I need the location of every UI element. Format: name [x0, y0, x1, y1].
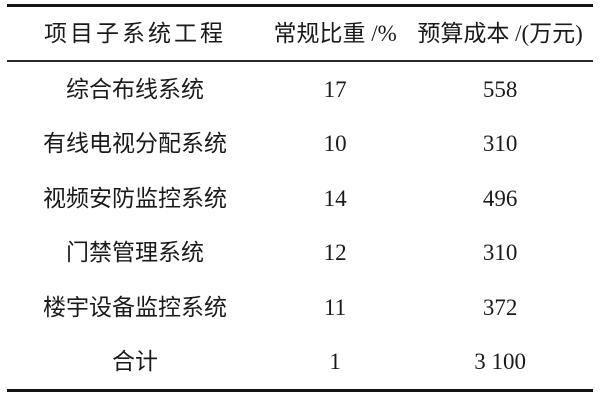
table-row-total: 合计 1 3 100 [0, 335, 600, 390]
table-row: 综合布线系统 17 558 [0, 62, 600, 117]
subsystem-name: 有线电视分配系统 [43, 131, 227, 157]
subsystem-name: 门禁管理系统 [66, 240, 204, 266]
column-header-cost: 预算成本 /(万元) [417, 20, 583, 46]
table-row: 门禁管理系统 12 310 [0, 226, 600, 281]
weight-value: 14 [323, 185, 347, 211]
table-bottom-rule [7, 389, 593, 392]
subsystem-name: 视频安防监控系统 [43, 185, 227, 211]
table-body: 综合布线系统 17 558 有线电视分配系统 10 310 视频安防监控系统 1… [0, 62, 600, 389]
weight-value: 17 [323, 76, 347, 102]
weight-value: 10 [323, 131, 347, 157]
table-row: 视频安防监控系统 14 496 [0, 171, 600, 226]
cost-value: 310 [482, 131, 518, 157]
total-weight-value: 1 [329, 349, 341, 375]
subsystem-name: 综合布线系统 [66, 76, 204, 102]
column-header-weight: 常规比重 /% [273, 20, 397, 46]
cost-value: 310 [482, 240, 518, 266]
weight-value: 12 [323, 240, 347, 266]
cost-value: 496 [482, 185, 518, 211]
table-top-rule [7, 4, 593, 7]
weight-value: 11 [324, 294, 347, 320]
cost-value: 558 [482, 76, 518, 102]
total-cost-value: 3 100 [474, 349, 526, 375]
table-row: 楼宇设备监控系统 11 372 [0, 280, 600, 335]
table-header-row: 项目子系统工程 常规比重 /% 预算成本 /(万元) [0, 7, 600, 60]
table-row: 有线电视分配系统 10 310 [0, 117, 600, 172]
total-label: 合计 [112, 349, 158, 375]
column-header-subsystem: 项目子系统工程 [44, 20, 226, 46]
cost-value: 372 [482, 294, 518, 320]
subsystem-name: 楼宇设备监控系统 [43, 294, 227, 320]
table-header-divider [7, 60, 593, 62]
